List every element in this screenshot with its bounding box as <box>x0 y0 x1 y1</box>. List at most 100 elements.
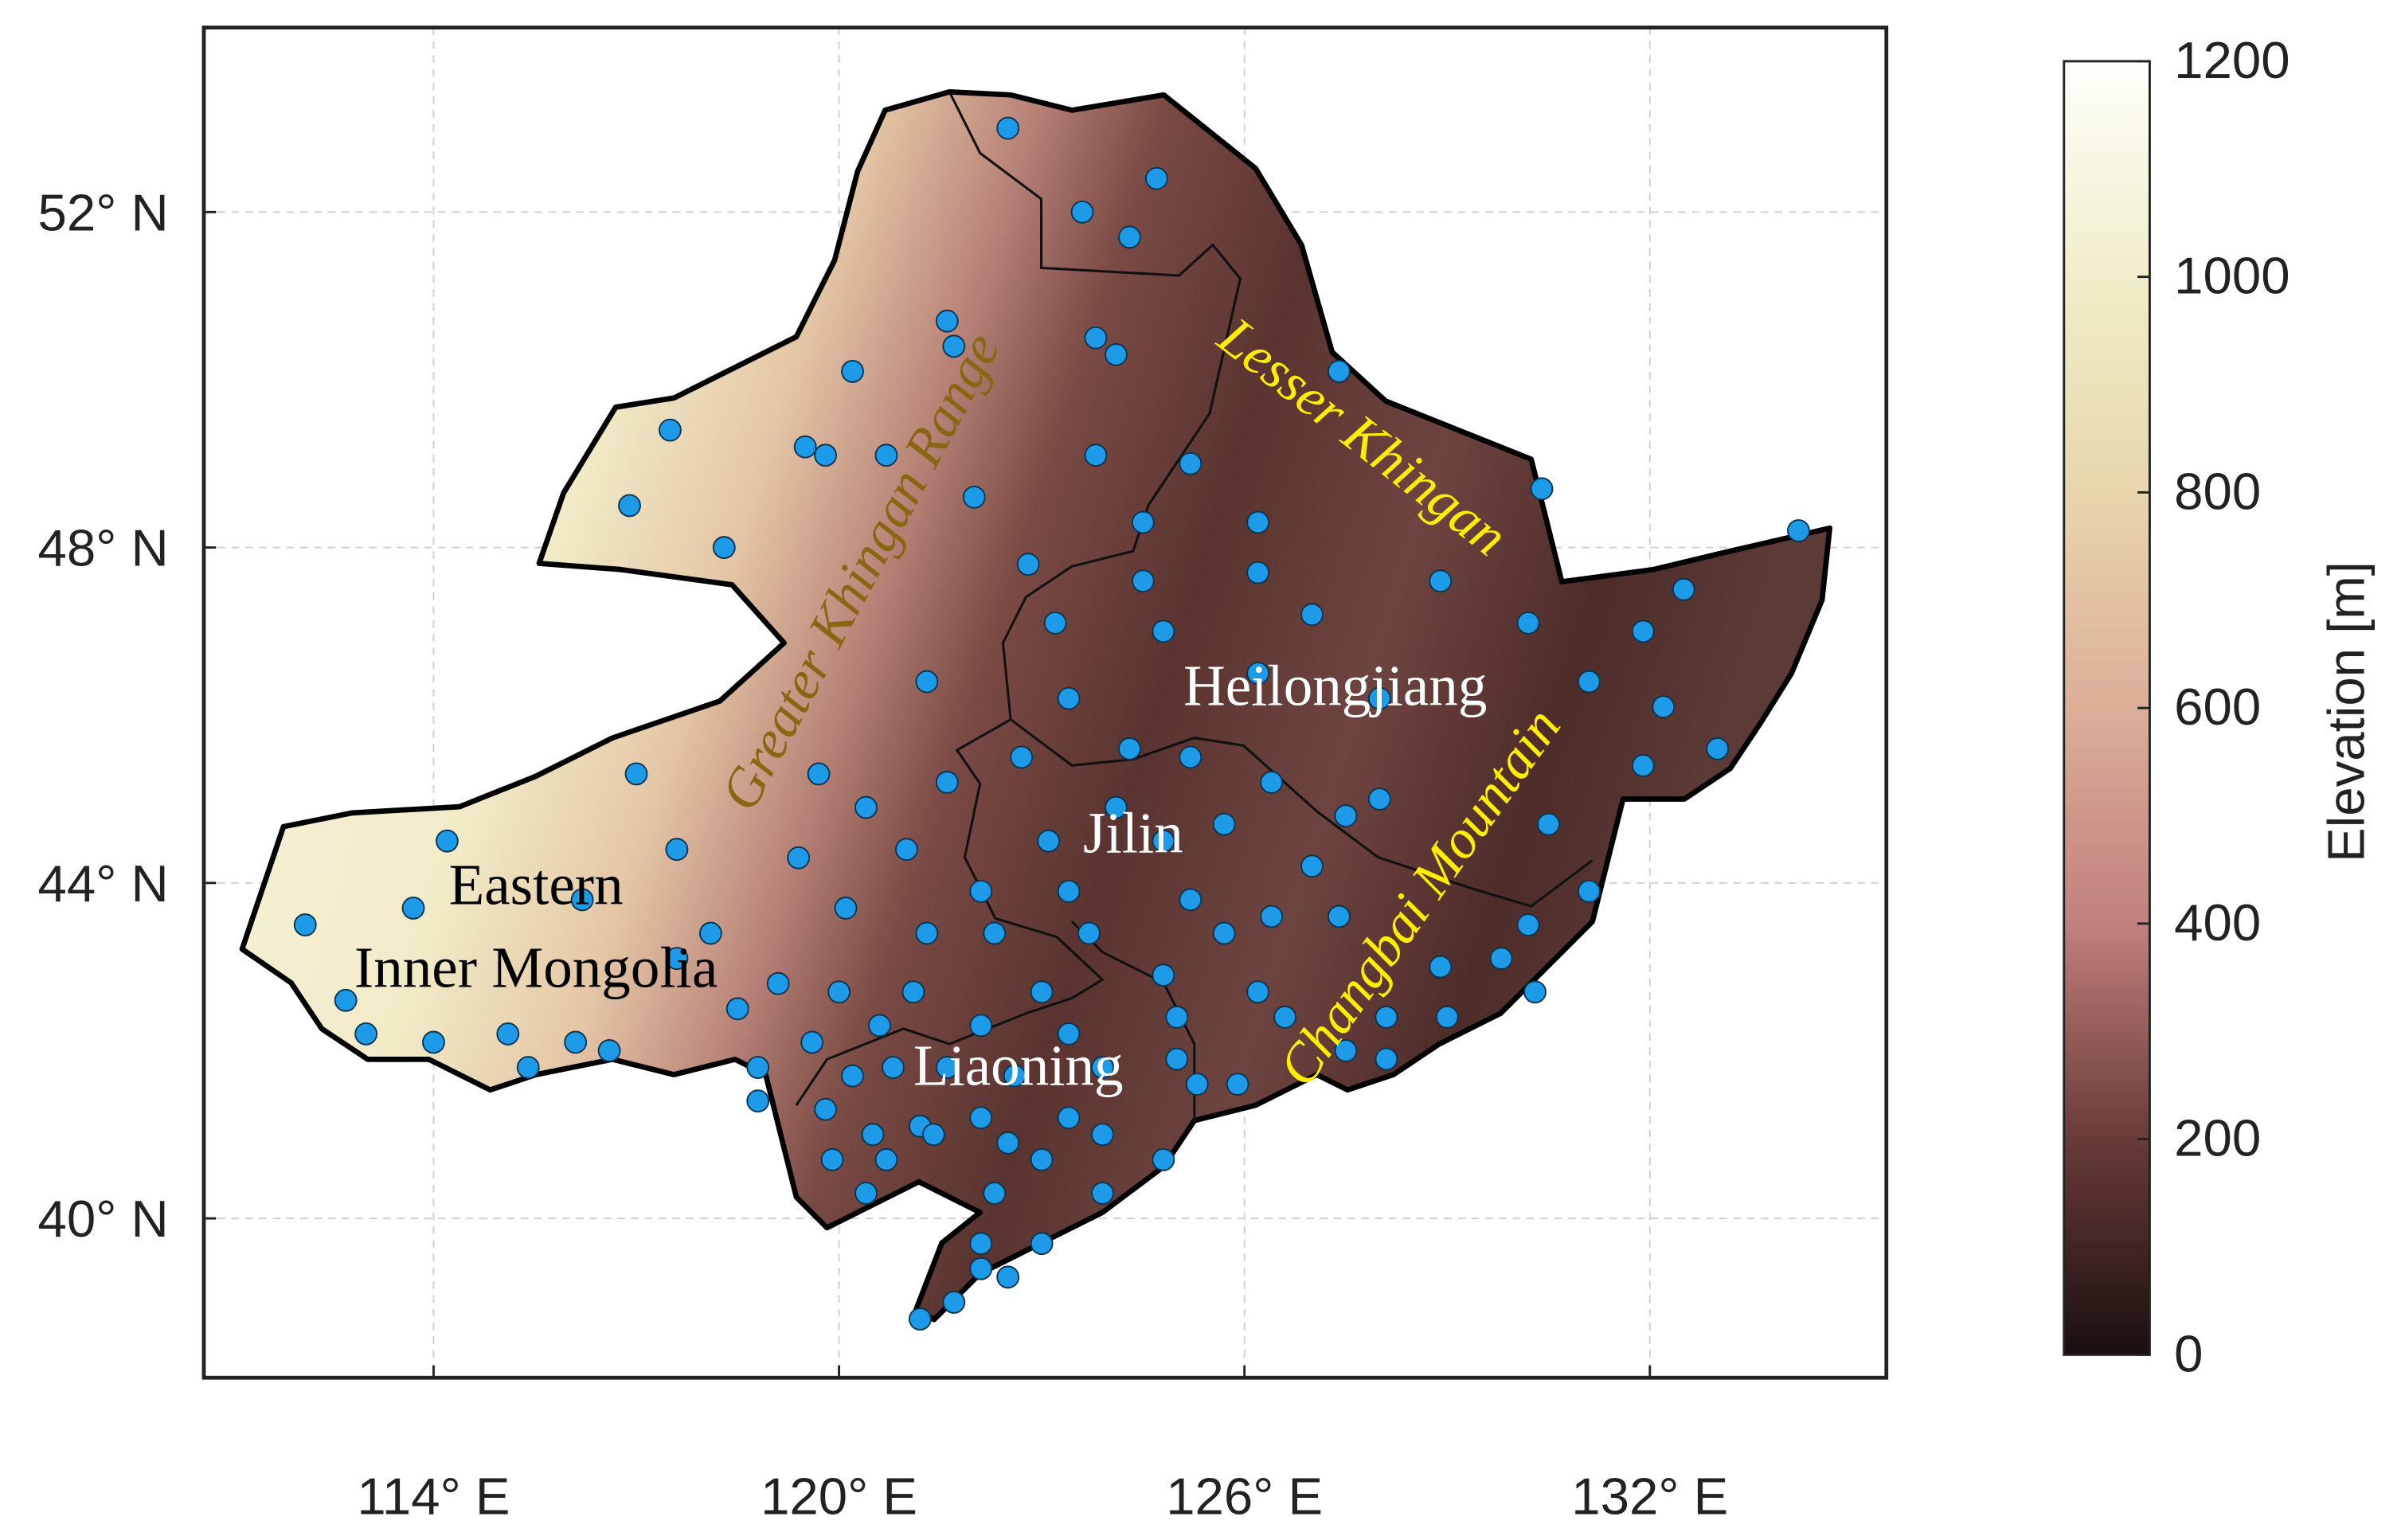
station <box>1429 955 1453 979</box>
province-boundary <box>795 91 1242 1106</box>
station <box>698 921 722 945</box>
station <box>814 444 838 467</box>
station <box>1300 603 1324 627</box>
station <box>1030 1232 1054 1256</box>
station <box>854 1182 878 1205</box>
station <box>1367 686 1391 710</box>
region-label: Jilin <box>1083 800 1183 865</box>
station <box>942 334 966 358</box>
station <box>618 494 641 518</box>
map-frame <box>201 25 1889 1380</box>
station <box>1152 1147 1175 1171</box>
station <box>908 1307 932 1331</box>
station <box>1084 444 1108 467</box>
station <box>1057 879 1081 903</box>
station <box>1375 1047 1398 1071</box>
station <box>1179 745 1202 769</box>
station <box>1300 854 1324 878</box>
station <box>834 897 858 920</box>
station <box>1246 980 1270 1004</box>
station <box>1334 804 1358 828</box>
station <box>841 1064 864 1088</box>
station <box>1578 879 1601 903</box>
station <box>746 1089 770 1113</box>
station <box>1179 451 1202 475</box>
station <box>787 846 811 870</box>
station <box>1706 737 1730 760</box>
station <box>665 947 689 971</box>
station <box>1152 620 1175 643</box>
station <box>712 536 736 559</box>
station <box>1246 561 1270 584</box>
station <box>800 1030 824 1054</box>
station <box>935 1056 959 1079</box>
station <box>1037 829 1061 853</box>
y-tick-label: 48° N <box>38 519 169 577</box>
region-label: Heilongjiang <box>1183 654 1487 718</box>
station <box>827 980 851 1004</box>
station <box>766 971 790 995</box>
station <box>1030 1147 1054 1171</box>
station <box>1070 200 1094 224</box>
station <box>861 1123 885 1147</box>
station <box>1091 1123 1114 1147</box>
station <box>746 1056 770 1079</box>
station <box>496 1022 520 1046</box>
region-label: Inner Mongolia <box>354 935 718 999</box>
station <box>1367 788 1391 811</box>
station <box>1489 947 1513 971</box>
station <box>807 762 831 786</box>
station <box>942 1291 966 1314</box>
station <box>1118 225 1141 249</box>
station <box>996 1131 1020 1155</box>
station <box>334 988 358 1012</box>
station <box>1057 1106 1081 1130</box>
station <box>1516 913 1540 936</box>
station <box>996 116 1020 140</box>
region-outline <box>239 88 1832 1323</box>
station <box>969 1257 993 1280</box>
station <box>1179 888 1202 912</box>
station <box>516 1056 540 1079</box>
station <box>1578 670 1601 694</box>
station <box>1260 771 1284 794</box>
x-tick-label: 120° E <box>761 1467 917 1525</box>
station <box>820 1147 844 1171</box>
station <box>1672 577 1695 601</box>
station <box>1334 1039 1358 1062</box>
colorbar-tick-label: 200 <box>2174 1109 2261 1167</box>
station <box>868 1014 891 1038</box>
station <box>1144 166 1168 190</box>
colorbar-tick-label: 1200 <box>2174 31 2290 89</box>
y-tick-label: 52° N <box>38 183 169 241</box>
station <box>1523 980 1547 1004</box>
station <box>1131 569 1155 593</box>
station <box>1212 812 1236 836</box>
station <box>1435 1005 1459 1029</box>
station <box>1118 737 1141 760</box>
station <box>1429 569 1453 593</box>
station <box>570 888 594 912</box>
colorbar-label: Elevation [m] <box>2317 561 2376 862</box>
station <box>1057 1022 1081 1046</box>
station <box>1537 812 1560 836</box>
station <box>1105 342 1128 366</box>
station <box>1010 745 1034 769</box>
station <box>1152 829 1175 853</box>
station <box>1091 1056 1114 1079</box>
station <box>1077 921 1101 945</box>
station <box>1165 1047 1189 1071</box>
colorbar-tick-label: 0 <box>2174 1324 2203 1382</box>
station <box>1165 1005 1189 1029</box>
x-tick-label: 126° E <box>1166 1467 1323 1525</box>
station <box>1152 963 1175 987</box>
station <box>935 309 959 333</box>
station <box>1273 1005 1297 1029</box>
station <box>1030 980 1054 1004</box>
station <box>665 838 689 862</box>
station <box>1057 686 1081 710</box>
axis-ticks: 114° E 120° E 126° E 132° E 40° N 44° N 48° N 5… <box>38 183 1729 1525</box>
station <box>624 762 648 786</box>
x-tick-label: 114° E <box>357 1467 510 1525</box>
